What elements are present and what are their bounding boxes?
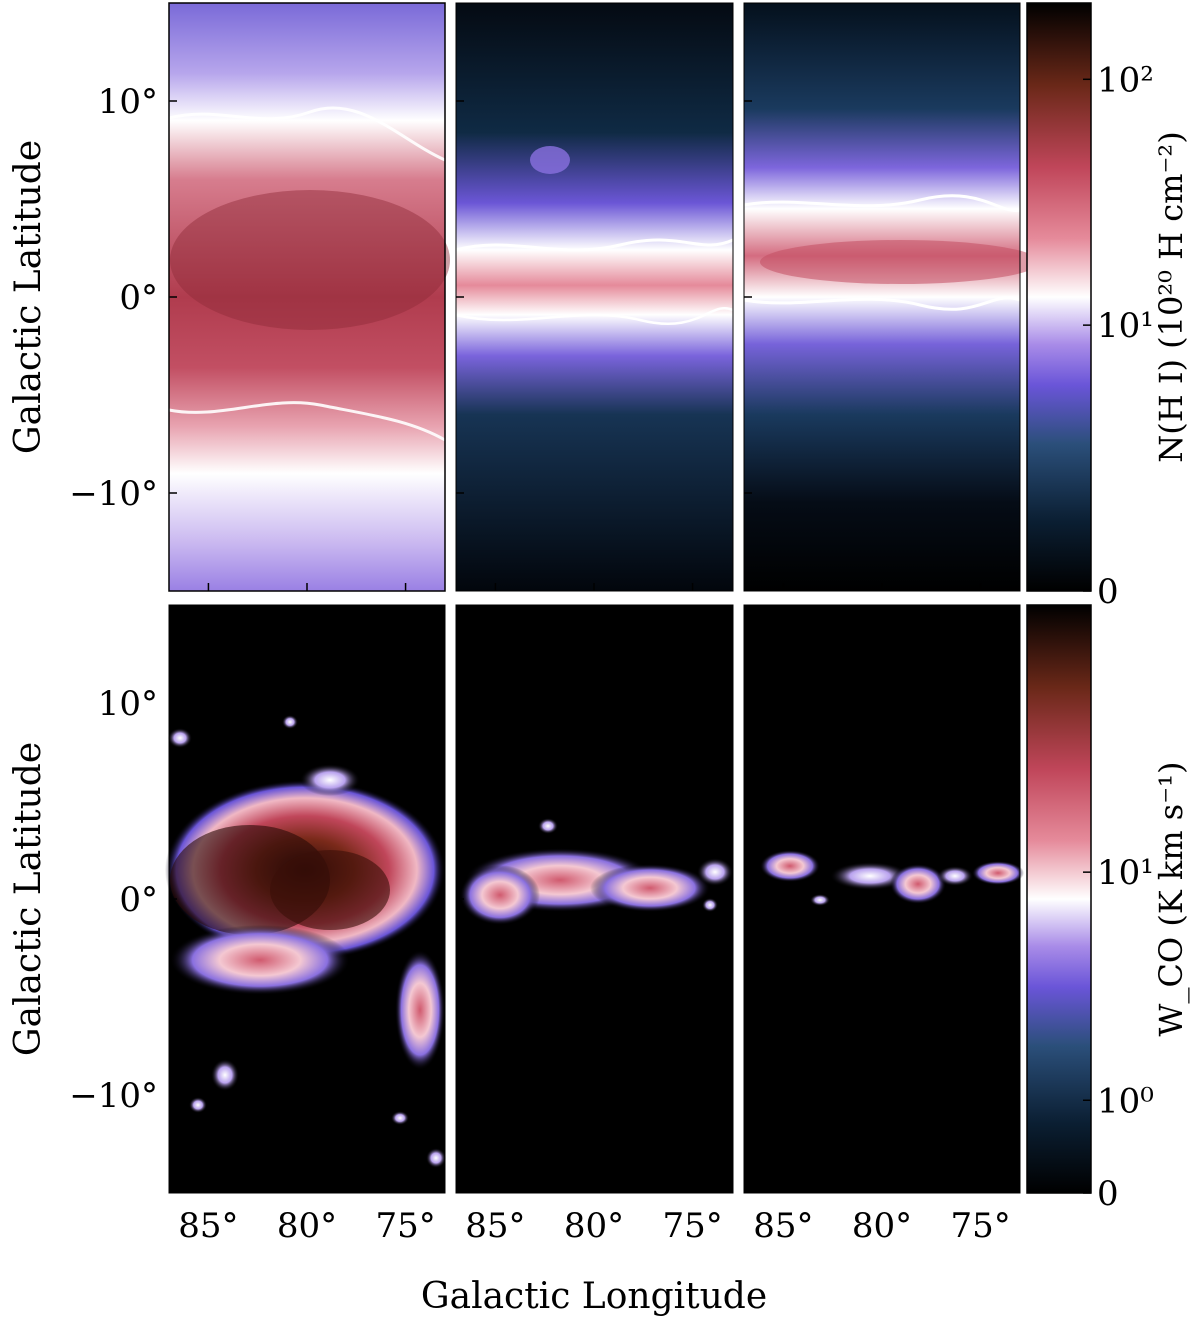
y-tick-label: 10° xyxy=(98,684,158,724)
y-tick-label: 10° xyxy=(98,82,158,122)
top-panel-1 xyxy=(168,2,450,592)
x-tick-label: 80° xyxy=(564,1206,624,1246)
y-tick-label: 0° xyxy=(119,278,158,318)
x-tick-label: 80° xyxy=(277,1206,337,1246)
colorbar-top: 10² 10¹ 0 xyxy=(1026,2,1154,612)
bottom-panel-1 xyxy=(165,604,446,1194)
colorbar-tick-label: 10⁰ xyxy=(1097,1081,1154,1121)
y-ticks-bottom: 10° 0° −10° xyxy=(69,684,752,1116)
x-tick-label: 80° xyxy=(852,1206,912,1246)
colorbar-tick-label: 0 xyxy=(1097,572,1119,612)
colorbar-tick-label: 0 xyxy=(1097,1174,1119,1214)
colorbar-tick-label: 10¹ xyxy=(1097,853,1154,893)
colorbar-bottom-label: W_CO (K km s⁻¹) xyxy=(1152,762,1190,1037)
y-tick-label: −10° xyxy=(69,1076,158,1116)
x-tick-label: 75° xyxy=(662,1206,722,1246)
x-tick-label: 75° xyxy=(375,1206,435,1246)
colorbar-bottom-ticks: 10¹ 10⁰ 0 xyxy=(1083,853,1154,1214)
colorbar-tick-label: 10² xyxy=(1097,60,1154,100)
y-ticks-top: 10° 0° −10° xyxy=(69,82,752,514)
colorbar-bottom: 10¹ 10⁰ 0 xyxy=(1026,604,1154,1214)
x-tick-label: 75° xyxy=(950,1206,1010,1246)
y-axis-label-top: Galactic Latitude xyxy=(8,140,49,454)
x-tick-label: 85° xyxy=(178,1206,238,1246)
colorbar-tick-label: 10¹ xyxy=(1097,306,1154,346)
bottom-panel-2 xyxy=(455,604,734,1194)
x-ticks-bottom: 85° 80° 75° 85° 80° 75° 85° 80° 75° xyxy=(178,583,1011,1246)
x-tick-label: 85° xyxy=(753,1206,813,1246)
y-tick-label: −10° xyxy=(69,474,158,514)
bottom-panel-3 xyxy=(743,604,1024,1194)
y-axis-label-bottom: Galactic Latitude xyxy=(8,742,49,1056)
x-axis-label: Galactic Longitude xyxy=(421,1276,767,1317)
colorbar-top-ticks: 10² 10¹ 0 xyxy=(1083,60,1154,612)
top-panel-2 xyxy=(455,2,734,592)
top-panel-3 xyxy=(743,2,1040,592)
y-tick-label: 0° xyxy=(119,880,158,920)
x-tick-label: 85° xyxy=(465,1206,525,1246)
colorbar-top-label: N(H I) (10²⁰ H cm⁻²) xyxy=(1152,131,1190,462)
